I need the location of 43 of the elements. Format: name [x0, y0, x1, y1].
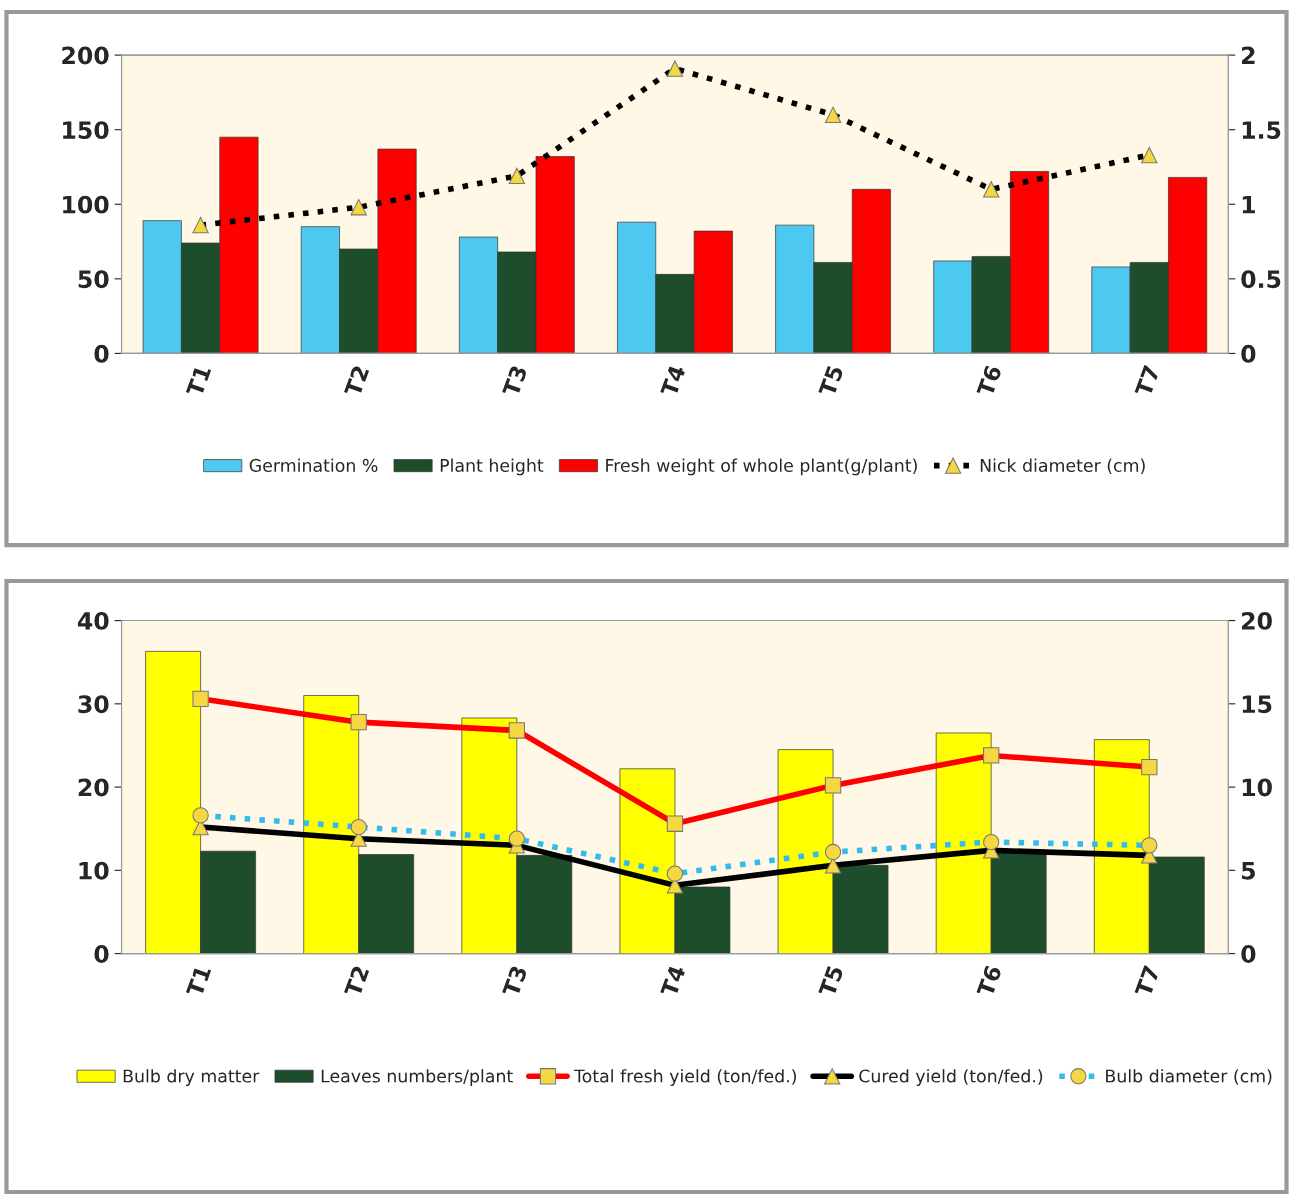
- x-tick-label: T4: [660, 364, 686, 398]
- y-tick-label: 0: [94, 945, 109, 963]
- legend-label: Fresh weight of whole plant(g/plant): [606, 458, 917, 476]
- x-tick-label: T5: [818, 965, 844, 998]
- y-tick-label: 40: [77, 612, 109, 630]
- x-tick-label: T1: [185, 364, 212, 398]
- y2-tick-label: 2: [1242, 46, 1255, 65]
- y2-tick-label: 20: [1242, 612, 1272, 630]
- y2-tick-label: 1: [1242, 196, 1255, 214]
- y2-tick-label: 15: [1242, 695, 1272, 714]
- x-tick-label: T7: [1134, 365, 1160, 398]
- x-tick-label: T5: [818, 364, 844, 398]
- legend-label: Bulb dry matter: [123, 1069, 260, 1086]
- x-tick-label: T2: [343, 365, 370, 398]
- y-tick-label: 20: [78, 778, 109, 797]
- x-tick-label: T1: [185, 965, 212, 998]
- y2-tick-label: 0.5: [1241, 270, 1281, 289]
- legend-label: Cured yield (ton/fed.): [859, 1069, 1043, 1086]
- x-tick-label: T4: [660, 964, 686, 998]
- legend-label: Bulb diameter (cm): [1106, 1069, 1272, 1085]
- y2-tick-label: 1.5: [1242, 121, 1281, 139]
- y-tick-label: 50: [78, 270, 109, 289]
- x-tick-label: T3: [501, 364, 528, 398]
- x-tick-label: T2: [343, 965, 370, 998]
- y2-tick-label: 5: [1241, 862, 1255, 880]
- y-tick-label: 150: [63, 121, 109, 139]
- y-tick-label: 100: [63, 195, 109, 214]
- x-tick-label: T6: [976, 364, 1003, 398]
- x-tick-label: T7: [1134, 965, 1160, 998]
- y2-tick-label: 0: [1241, 945, 1256, 963]
- y-tick-label: 10: [79, 861, 109, 880]
- legend-label: Nick diameter (cm): [980, 458, 1145, 475]
- legend-label: Plant height: [440, 458, 544, 476]
- x-tick-label: T6: [976, 964, 1003, 998]
- legend-label: Total fresh yield (ton/fed.): [573, 1069, 796, 1086]
- y-tick-label: 30: [78, 695, 109, 714]
- y2-tick-label: 0: [1241, 344, 1256, 363]
- y-tick-label: 0: [94, 344, 109, 363]
- legend-label: Germination %: [249, 458, 378, 472]
- y2-tick-label: 10: [1242, 778, 1272, 797]
- y-tick-label: 200: [62, 46, 109, 65]
- x-tick-label: T3: [501, 965, 528, 998]
- legend-label: Leaves numbers/plant: [321, 1069, 513, 1086]
